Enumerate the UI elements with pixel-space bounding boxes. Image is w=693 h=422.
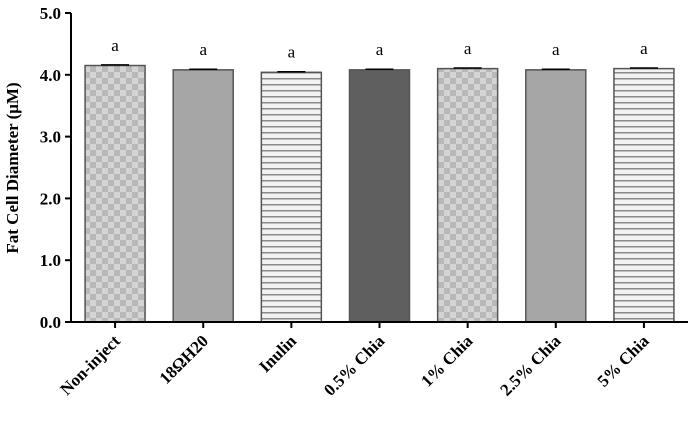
x-tick-label: Inulin <box>255 331 300 376</box>
y-axis-label: Fat Cell Diameter (μM) <box>3 82 22 253</box>
bar <box>348 69 411 323</box>
x-tick-label: 2.5% Chia <box>496 331 565 400</box>
y-tick-label: 2.0 <box>40 189 61 208</box>
x-tick-label: 0.5% Chia <box>320 331 389 400</box>
annotation: a <box>552 40 560 59</box>
y-tick-label: 0.0 <box>40 313 61 332</box>
y-tick-label: 4.0 <box>40 66 61 85</box>
bar <box>436 67 499 323</box>
bar <box>84 64 146 323</box>
annotation: a <box>640 39 648 58</box>
bar <box>613 67 675 323</box>
annotation: a <box>464 39 472 58</box>
annotation: a <box>199 40 207 59</box>
x-tick-label: Non-inject <box>56 331 124 399</box>
annotation: a <box>288 43 296 62</box>
y-tick-label: 5.0 <box>40 4 61 23</box>
bar <box>172 69 234 323</box>
x-tick-label: 18ΩH20 <box>156 331 212 387</box>
y-tick-label: 1.0 <box>40 251 61 270</box>
bar <box>260 71 323 323</box>
x-tick-label: 5% Chia <box>594 331 654 391</box>
x-tick-label: 1% Chia <box>417 331 477 391</box>
annotation: a <box>376 40 384 59</box>
bar <box>525 69 587 323</box>
annotation: a <box>111 36 119 55</box>
y-tick-label: 3.0 <box>40 128 61 147</box>
